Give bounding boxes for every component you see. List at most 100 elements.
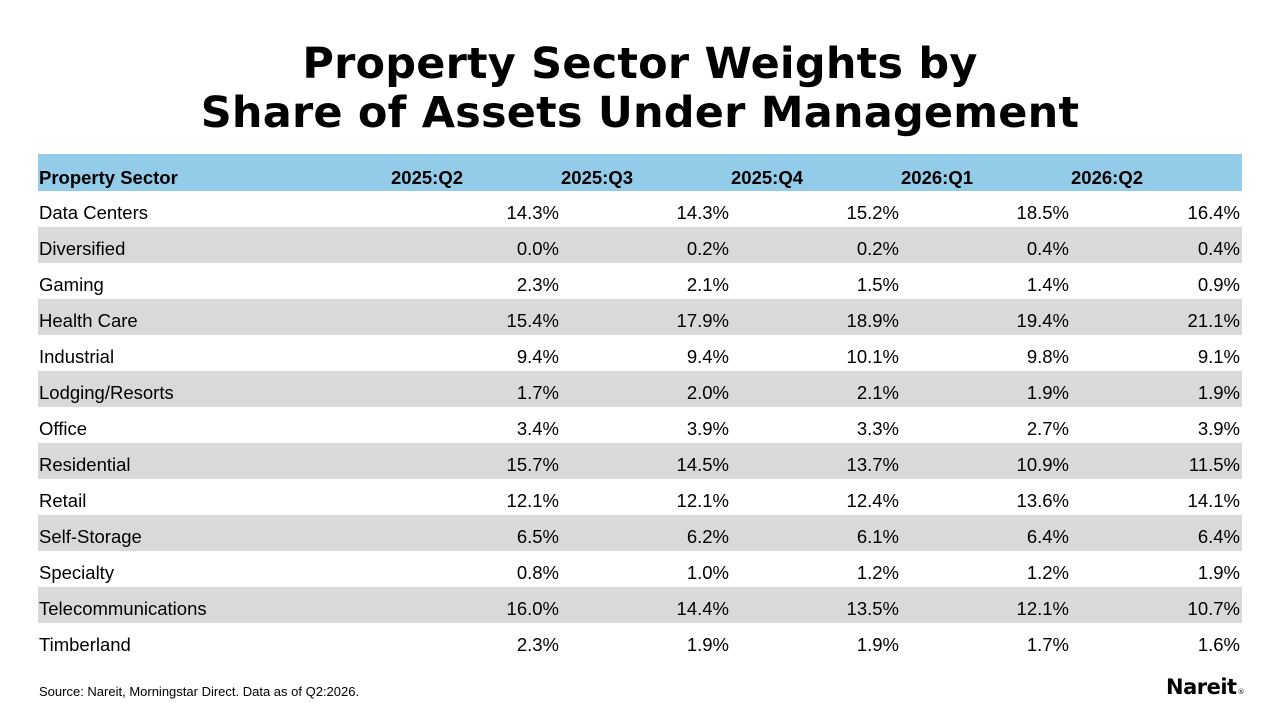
value-cell: 0.2% xyxy=(856,238,899,259)
value-cell: 14.1% xyxy=(1187,490,1240,511)
value-cell: 0.8% xyxy=(516,562,559,583)
value-cell: 1.9% xyxy=(686,634,729,655)
table-row: Self-Storage 6.5% 6.2% 6.1% 6.4% 6.4% xyxy=(38,515,1242,551)
value-cell: 15.4% xyxy=(506,310,559,331)
table-row: Timberland 2.3% 1.9% 1.9% 1.7% 1.6% xyxy=(38,623,1242,659)
value-cell: 9.4% xyxy=(686,346,729,367)
value-cell: 12.4% xyxy=(846,490,899,511)
value-cell: 13.7% xyxy=(846,454,899,475)
value-cell: 1.6% xyxy=(1197,634,1240,655)
source-note: Source: Nareit, Morningstar Direct. Data… xyxy=(39,684,360,699)
sector-name-cell: Health Care xyxy=(39,310,138,331)
sector-name-cell: Specialty xyxy=(39,562,115,583)
column-header-2026-q1: 2026:Q1 xyxy=(901,167,973,188)
table-row: Residential 15.7% 14.5% 13.7% 10.9% 11.5% xyxy=(38,443,1242,479)
value-cell: 12.1% xyxy=(506,490,559,511)
value-cell: 1.5% xyxy=(856,274,899,295)
sector-name-cell: Telecommunications xyxy=(39,598,207,619)
column-header-2025-q2: 2025:Q2 xyxy=(391,167,463,188)
value-cell: 1.9% xyxy=(1026,382,1069,403)
value-cell: 3.3% xyxy=(856,418,899,439)
table-row: Telecommunications 16.0% 14.4% 13.5% 12.1% 10… xyxy=(38,587,1242,623)
value-cell: 12.1% xyxy=(1016,598,1069,619)
page-title: Property Sector Weights by Share of Asse… xyxy=(0,40,1280,138)
value-cell: 10.7% xyxy=(1187,598,1240,619)
value-cell: 18.5% xyxy=(1016,202,1069,223)
value-cell: 2.1% xyxy=(686,274,729,295)
sector-name-cell: Gaming xyxy=(39,274,104,295)
value-cell: 10.9% xyxy=(1016,454,1069,475)
table-body: Data Centers 14.3% 14.3% 15.2% 18.5% 16.4% Div… xyxy=(38,191,1242,659)
column-header-sector: Property Sector xyxy=(39,167,178,188)
logo-wordmark: Nareit xyxy=(1166,675,1237,699)
value-cell: 16.4% xyxy=(1187,202,1240,223)
value-cell: 2.3% xyxy=(516,634,559,655)
value-cell: 11.5% xyxy=(1188,454,1240,475)
table-row: Specialty 0.8% 1.0% 1.2% 1.2% 1.9% xyxy=(38,551,1242,587)
sector-name-cell: Office xyxy=(39,418,87,439)
sector-name-cell: Self-Storage xyxy=(39,526,142,547)
sector-name-cell: Industrial xyxy=(39,346,115,367)
value-cell: 0.4% xyxy=(1026,238,1069,259)
table-row: Gaming 2.3% 2.1% 1.5% 1.4% 0.9% xyxy=(38,263,1242,299)
value-cell: 21.1% xyxy=(1187,310,1240,331)
value-cell: 6.1% xyxy=(856,526,899,547)
sector-name-cell: Data Centers xyxy=(39,202,148,223)
value-cell: 18.9% xyxy=(846,310,899,331)
value-cell: 19.4% xyxy=(1016,310,1069,331)
value-cell: 3.9% xyxy=(686,418,729,439)
table-row: Industrial 9.4% 9.4% 10.1% 9.8% 9.1% xyxy=(38,335,1242,371)
sector-name-cell: Diversified xyxy=(39,238,126,259)
value-cell: 6.2% xyxy=(686,526,729,547)
value-cell: 0.0% xyxy=(516,238,559,259)
value-cell: 1.2% xyxy=(856,562,899,583)
column-header-2025-q4: 2025:Q4 xyxy=(731,167,803,188)
table-row: Diversified 0.0% 0.2% 0.2% 0.4% 0.4% xyxy=(38,227,1242,263)
table-row: Retail 12.1% 12.1% 12.4% 13.6% 14.1% xyxy=(38,479,1242,515)
value-cell: 14.3% xyxy=(676,202,729,223)
value-cell: 15.2% xyxy=(846,202,899,223)
sector-name-cell: Retail xyxy=(39,490,87,511)
value-cell: 12.1% xyxy=(676,490,729,511)
column-header-2026-q2: 2026:Q2 xyxy=(1071,167,1143,188)
value-cell: 6.4% xyxy=(1026,526,1069,547)
sector-name-cell: Lodging/Resorts xyxy=(39,382,174,403)
sector-name-cell: Residential xyxy=(39,454,131,475)
value-cell: 1.7% xyxy=(1026,634,1069,655)
value-cell: 6.5% xyxy=(516,526,559,547)
value-cell: 10.1% xyxy=(846,346,899,367)
nareit-logo: Nareit® xyxy=(1166,675,1245,699)
table-header-row: Property Sector 2025:Q2 2025:Q3 2025:Q4 … xyxy=(38,154,1242,191)
value-cell: 9.8% xyxy=(1026,346,1069,367)
value-cell: 13.6% xyxy=(1016,490,1069,511)
value-cell: 1.9% xyxy=(1197,382,1240,403)
value-cell: 1.4% xyxy=(1026,274,1069,295)
value-cell: 14.5% xyxy=(676,454,729,475)
value-cell: 14.3% xyxy=(506,202,559,223)
value-cell: 14.4% xyxy=(676,598,729,619)
value-cell: 3.9% xyxy=(1197,418,1240,439)
table-row: Lodging/Resorts 1.7% 2.0% 2.1% 1.9% 1.9% xyxy=(38,371,1242,407)
value-cell: 0.4% xyxy=(1197,238,1240,259)
value-cell: 6.4% xyxy=(1197,526,1240,547)
title-line-1: Property Sector Weights by xyxy=(302,39,978,89)
value-cell: 2.0% xyxy=(686,382,729,403)
title-line-2: Share of Assets Under Management xyxy=(200,88,1080,138)
value-cell: 9.1% xyxy=(1197,346,1240,367)
value-cell: 1.2% xyxy=(1026,562,1069,583)
value-cell: 15.7% xyxy=(506,454,559,475)
value-cell: 3.4% xyxy=(516,418,559,439)
value-cell: 1.7% xyxy=(516,382,559,403)
value-cell: 13.5% xyxy=(846,598,899,619)
sector-name-cell: Timberland xyxy=(39,634,131,655)
table-row: Health Care 15.4% 17.9% 18.9% 19.4% 21.1% xyxy=(38,299,1242,335)
value-cell: 1.9% xyxy=(856,634,899,655)
value-cell: 0.9% xyxy=(1197,274,1240,295)
value-cell: 1.9% xyxy=(1197,562,1240,583)
value-cell: 0.2% xyxy=(686,238,729,259)
registered-mark: ® xyxy=(1237,688,1245,696)
value-cell: 9.4% xyxy=(516,346,559,367)
value-cell: 2.3% xyxy=(516,274,559,295)
value-cell: 1.0% xyxy=(686,562,729,583)
